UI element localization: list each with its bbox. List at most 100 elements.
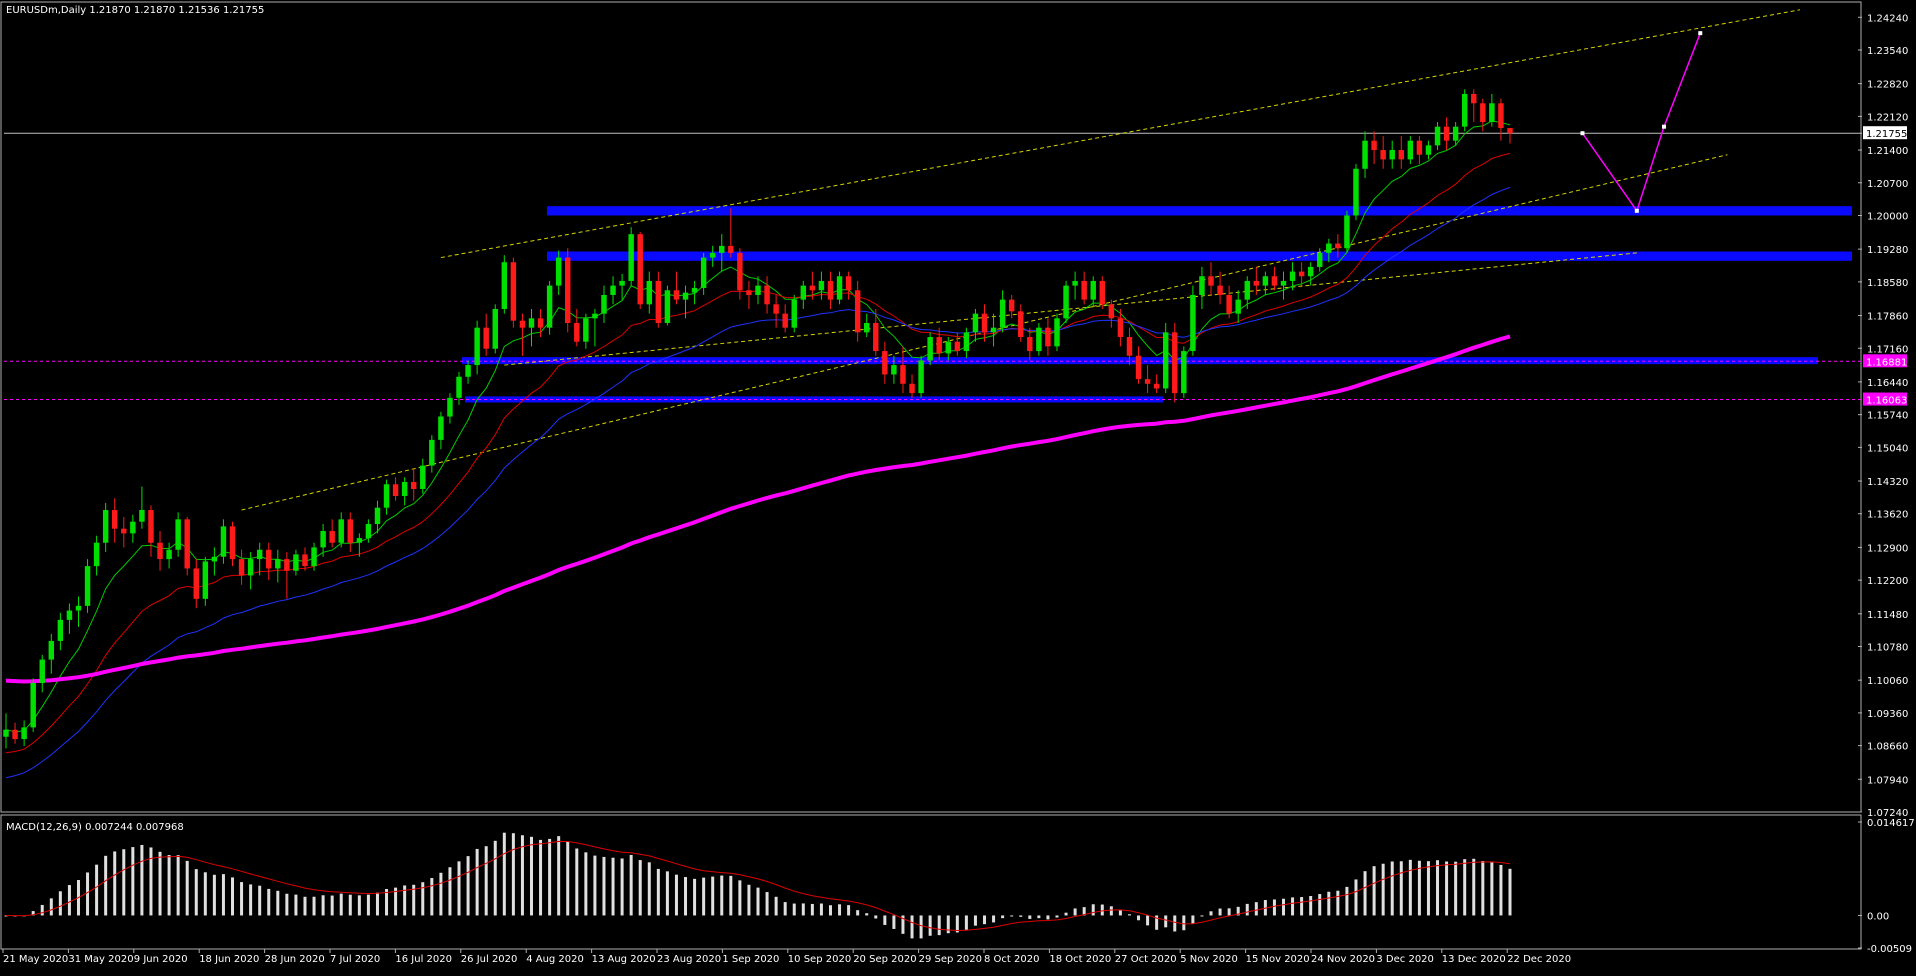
candle[interactable] <box>1389 150 1395 160</box>
candle[interactable] <box>655 280 662 324</box>
candle[interactable] <box>891 365 897 375</box>
candle[interactable] <box>1045 327 1051 347</box>
candle[interactable] <box>936 337 942 354</box>
candle[interactable] <box>1335 243 1341 249</box>
candle[interactable] <box>501 262 508 309</box>
candle[interactable] <box>392 484 399 496</box>
candle[interactable] <box>1280 280 1287 286</box>
candle[interactable] <box>1153 383 1160 389</box>
candle[interactable] <box>1099 280 1106 305</box>
candle[interactable] <box>1407 140 1414 160</box>
candle[interactable] <box>429 439 435 466</box>
candle[interactable] <box>1507 128 1513 134</box>
candle[interactable] <box>854 290 861 333</box>
candle[interactable] <box>130 521 136 534</box>
candle[interactable] <box>275 559 281 569</box>
candle[interactable] <box>1434 126 1441 146</box>
candle[interactable] <box>329 531 335 543</box>
candle[interactable] <box>728 245 734 253</box>
candle[interactable] <box>864 323 870 333</box>
candle[interactable] <box>782 313 788 328</box>
candle[interactable] <box>1498 103 1504 129</box>
candle[interactable] <box>709 252 716 258</box>
candle[interactable] <box>755 285 761 295</box>
candle[interactable] <box>918 360 924 394</box>
candle[interactable] <box>1398 150 1404 160</box>
channel-trendline[interactable] <box>440 9 1801 259</box>
candle[interactable] <box>338 519 344 543</box>
candle[interactable] <box>420 465 426 489</box>
candle[interactable] <box>1362 140 1368 169</box>
candle[interactable] <box>746 290 752 295</box>
candle[interactable] <box>211 556 218 562</box>
candle[interactable] <box>347 519 354 543</box>
candle[interactable] <box>990 327 997 333</box>
candle[interactable] <box>1326 243 1332 253</box>
candle[interactable] <box>646 280 652 305</box>
candle[interactable] <box>447 397 453 417</box>
candle[interactable] <box>175 519 181 550</box>
candle[interactable] <box>1090 280 1096 300</box>
candle[interactable] <box>84 566 91 606</box>
candle[interactable] <box>1289 271 1296 281</box>
candle[interactable] <box>1461 93 1468 127</box>
candle[interactable] <box>1190 294 1196 352</box>
candle[interactable] <box>374 507 381 525</box>
candle[interactable] <box>537 318 544 328</box>
candle[interactable] <box>266 549 272 569</box>
candle[interactable] <box>764 285 770 305</box>
candle[interactable] <box>737 252 743 291</box>
candle[interactable] <box>555 257 562 286</box>
candle[interactable] <box>320 531 326 548</box>
candle[interactable] <box>1298 271 1305 277</box>
candle[interactable] <box>21 727 27 740</box>
candle[interactable] <box>546 285 553 328</box>
channel-trendline[interactable] <box>504 252 1637 366</box>
candle[interactable] <box>465 365 471 377</box>
candle[interactable] <box>229 526 236 560</box>
candle[interactable] <box>1135 355 1142 380</box>
candle[interactable] <box>3 729 9 737</box>
candle[interactable] <box>139 510 145 522</box>
candle[interactable] <box>945 341 951 354</box>
candle[interactable] <box>963 332 970 352</box>
candle[interactable] <box>401 481 408 496</box>
candle[interactable] <box>519 320 526 328</box>
candle[interactable] <box>664 290 671 324</box>
candle[interactable] <box>818 280 825 291</box>
candle[interactable] <box>1027 337 1033 352</box>
projection-path[interactable] <box>1581 32 1701 213</box>
candle[interactable] <box>1072 280 1078 286</box>
candle[interactable] <box>1262 276 1269 286</box>
candle[interactable] <box>483 327 489 349</box>
candle[interactable] <box>1199 276 1205 295</box>
candle[interactable] <box>238 559 245 576</box>
candle[interactable] <box>256 549 263 560</box>
candle[interactable] <box>12 729 18 740</box>
candle[interactable] <box>474 327 480 366</box>
candle[interactable] <box>619 280 625 286</box>
candle[interactable] <box>383 484 390 508</box>
candle[interactable] <box>1226 294 1232 314</box>
candle[interactable] <box>202 561 209 599</box>
candle[interactable] <box>845 276 852 291</box>
candle[interactable] <box>592 313 598 319</box>
candle[interactable] <box>1217 285 1223 295</box>
candle[interactable] <box>1235 299 1241 314</box>
candle[interactable] <box>302 554 308 567</box>
candle[interactable] <box>800 285 807 300</box>
candle[interactable] <box>565 257 571 324</box>
candle[interactable] <box>57 619 64 641</box>
candle[interactable] <box>510 262 517 321</box>
support-resistance-zone[interactable] <box>547 206 1852 216</box>
candle[interactable] <box>1416 140 1423 155</box>
candle[interactable] <box>148 510 154 543</box>
candle[interactable] <box>954 341 961 352</box>
candle[interactable] <box>574 323 580 342</box>
candle[interactable] <box>1162 332 1169 389</box>
candle[interactable] <box>356 538 363 543</box>
candle[interactable] <box>93 542 100 567</box>
candle[interactable] <box>528 318 535 328</box>
candle[interactable] <box>1425 145 1432 155</box>
